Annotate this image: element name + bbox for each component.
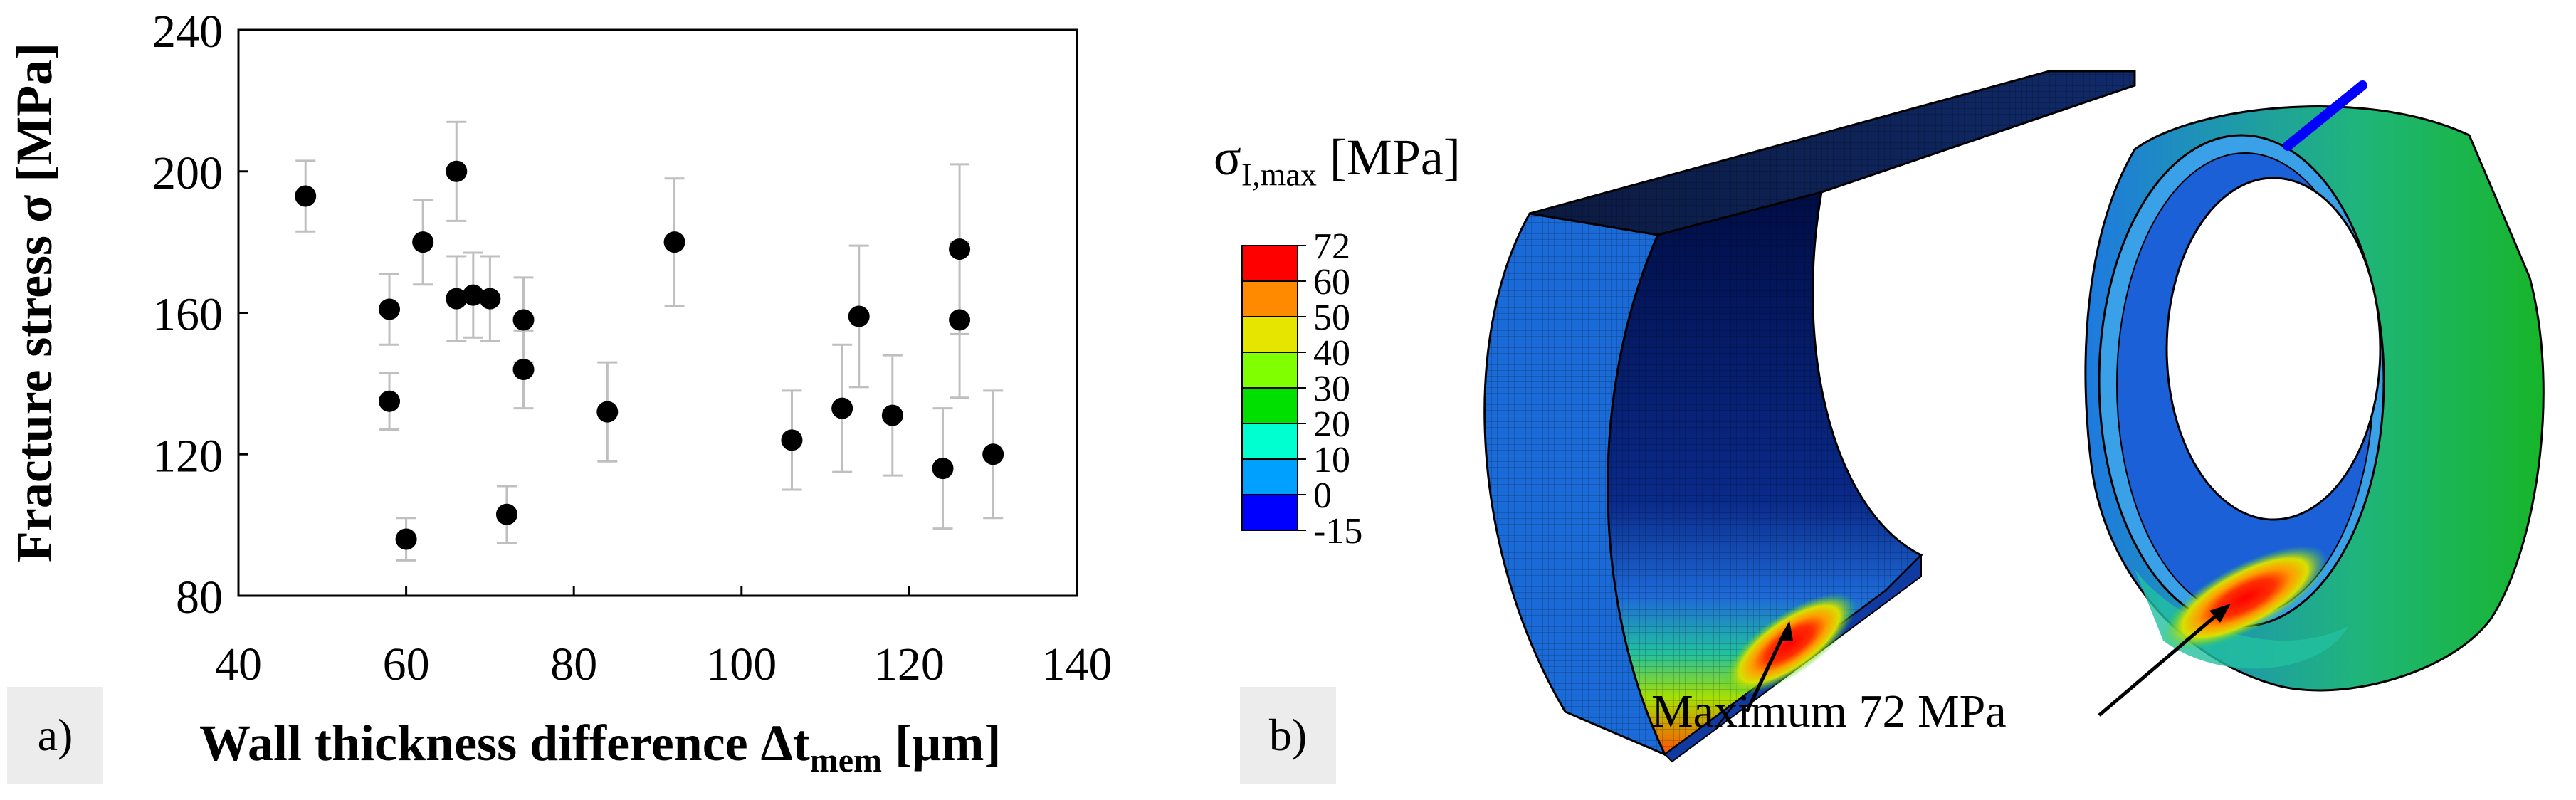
data-point — [663, 231, 685, 253]
colorbar-title: σI,max [MPa] — [1214, 129, 1461, 193]
data-point — [848, 305, 870, 327]
x-tick-label: 120 — [874, 638, 945, 690]
x-tick-label: 40 — [215, 638, 262, 690]
colorbar-swatch — [1241, 280, 1298, 317]
colorbar-swatch — [1241, 458, 1298, 495]
x-tick-label: 60 — [383, 638, 430, 690]
panel-b-label: b) — [1240, 687, 1336, 784]
full-ring-model — [2084, 80, 2545, 692]
data-point — [982, 443, 1004, 465]
panel-a-label: a) — [7, 687, 103, 784]
data-point — [379, 298, 401, 320]
data-point — [932, 458, 954, 480]
data-point — [512, 359, 535, 380]
data-point — [781, 429, 803, 451]
fe-model-rendering — [1483, 70, 2545, 763]
data-point — [596, 401, 619, 423]
data-point — [831, 397, 853, 419]
plot-frame — [237, 28, 1078, 597]
y-tick-label: 80 — [176, 572, 223, 623]
colorbar-tick-label: 40 — [1313, 333, 1350, 374]
data-point — [881, 404, 903, 426]
panel-b-label-text: b) — [1268, 710, 1308, 760]
colorbar-swatch — [1241, 316, 1298, 353]
data-point — [479, 288, 501, 310]
data-point — [446, 288, 468, 310]
data-point — [446, 160, 468, 182]
data-point — [512, 309, 535, 331]
data-point — [495, 503, 517, 525]
colorbar-swatch — [1241, 245, 1298, 282]
x-tick-label: 140 — [1042, 638, 1113, 690]
colorbar-swatch — [1241, 494, 1298, 531]
y-tick-label: 240 — [152, 6, 223, 58]
colorbar-tick-label: 0 — [1313, 475, 1332, 516]
data-point — [462, 284, 484, 306]
colorbar-tick-label: 72 — [1313, 228, 1350, 267]
data-point — [412, 231, 434, 253]
fracture-stress-scatter-chart: 80 120 160 200 240 40 60 80 100 120 140 Fracture … — [6, 6, 1113, 779]
x-tick-label: 100 — [706, 638, 777, 690]
half-cylinder-model — [1483, 70, 2136, 763]
y-tick-label: 160 — [152, 289, 223, 341]
data-point — [395, 528, 417, 550]
y-axis-label: Fracture stress σ [MPa] — [6, 43, 63, 562]
colorbar-swatch — [1241, 387, 1298, 424]
colorbar-swatch — [1241, 423, 1298, 460]
panel-a-label-text: a) — [37, 710, 73, 760]
data-point — [379, 390, 401, 412]
maximum-stress-arrows — [1745, 604, 2231, 717]
y-tick-label: 200 — [152, 147, 223, 199]
x-axis-label: Wall thickness difference Δtmem [µm] — [199, 715, 1001, 779]
colorbar-tick-label: 50 — [1313, 298, 1350, 338]
colorbar-tick-label: 30 — [1313, 369, 1350, 409]
y-tick-label: 120 — [152, 430, 223, 482]
colorbar-tick-label: 20 — [1313, 404, 1350, 445]
data-point — [949, 309, 971, 331]
maximum-stress-annotation: Maximum 72 MPa — [1651, 685, 2007, 737]
colorbar-swatch — [1241, 352, 1298, 389]
colorbar-tick-label: 60 — [1313, 262, 1350, 302]
data-point — [295, 185, 317, 207]
data-point — [949, 238, 971, 260]
colorbar-tick-label: -15 — [1313, 511, 1362, 552]
x-tick-label: 80 — [550, 638, 597, 690]
colorbar-tick-label: 10 — [1313, 440, 1350, 480]
